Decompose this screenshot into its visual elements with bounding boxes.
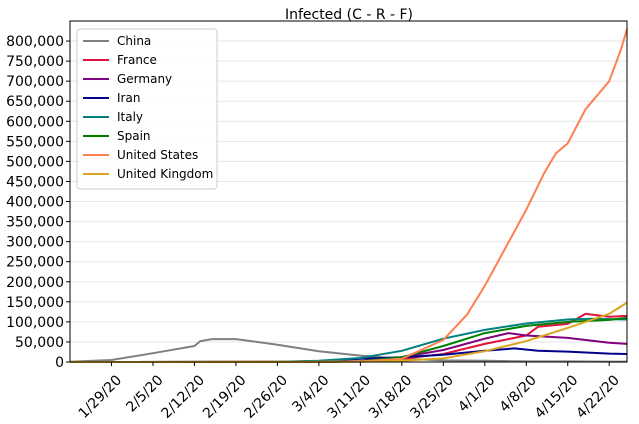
y-tick-label: 200,000	[6, 275, 64, 291]
legend-label: Iran	[117, 91, 140, 105]
y-tick-label: 300,000	[6, 235, 64, 251]
chart-title: Infected (C - R - F)	[285, 7, 413, 23]
x-tick-label: 1/29/20	[76, 372, 125, 421]
series-line-germany	[69, 332, 628, 363]
x-tick-label: 2/26/20	[242, 372, 291, 421]
y-tick-label: 500,000	[6, 154, 64, 170]
y-tick-label: 150,000	[6, 295, 64, 311]
y-tick-label: 250,000	[6, 255, 64, 271]
y-tick-label: 50,000	[15, 335, 64, 351]
y-tick-label: 450,000	[6, 174, 64, 190]
y-axis: 0 50,000 100,000 150,000 200,000 250,000 300,0…	[6, 34, 70, 371]
x-tick-label: 4/15/20	[532, 372, 581, 421]
legend-label: France	[117, 53, 157, 67]
y-tick-label: 0	[55, 355, 64, 371]
legend-label: Italy	[117, 110, 143, 124]
y-tick-label: 750,000	[6, 54, 64, 70]
y-tick-label: 600,000	[6, 114, 64, 130]
legend-label: Spain	[117, 129, 151, 143]
series-line-spain	[69, 316, 628, 363]
legend-box	[76, 28, 218, 190]
y-tick-label: 100,000	[6, 315, 64, 331]
x-tick-label: 4/1/20	[455, 372, 498, 415]
y-tick-label: 700,000	[6, 74, 64, 90]
x-tick-label: 3/18/20	[366, 372, 415, 421]
x-axis: 1/29/202/5/202/12/202/19/202/26/203/4/20…	[76, 362, 623, 422]
x-tick-label: 2/12/20	[159, 372, 208, 421]
series-line-china	[69, 338, 627, 363]
series-line-united-kingdom	[69, 301, 628, 363]
legend-label: China	[117, 34, 151, 48]
x-tick-label: 3/25/20	[407, 372, 456, 421]
series-line-united-states	[69, 28, 628, 363]
plot-frame	[69, 20, 628, 363]
y-tick-label: 800,000	[6, 34, 64, 50]
x-tick-label: 4/22/20	[573, 372, 622, 421]
y-tick-label: 350,000	[6, 215, 64, 231]
y-tick-label: 550,000	[6, 134, 64, 150]
legend-label: Germany	[117, 72, 172, 86]
legend-label: United States	[117, 148, 198, 162]
x-tick-label: 3/11/20	[324, 372, 373, 421]
legend-label: United Kingdom	[117, 167, 213, 181]
x-tick-label: 2/19/20	[200, 372, 249, 421]
legend: China France Germany Iran Italy Spain United S…	[76, 28, 218, 190]
y-tick-label: 650,000	[6, 94, 64, 110]
y-tick-label: 400,000	[6, 195, 64, 211]
series-layer	[69, 28, 628, 363]
